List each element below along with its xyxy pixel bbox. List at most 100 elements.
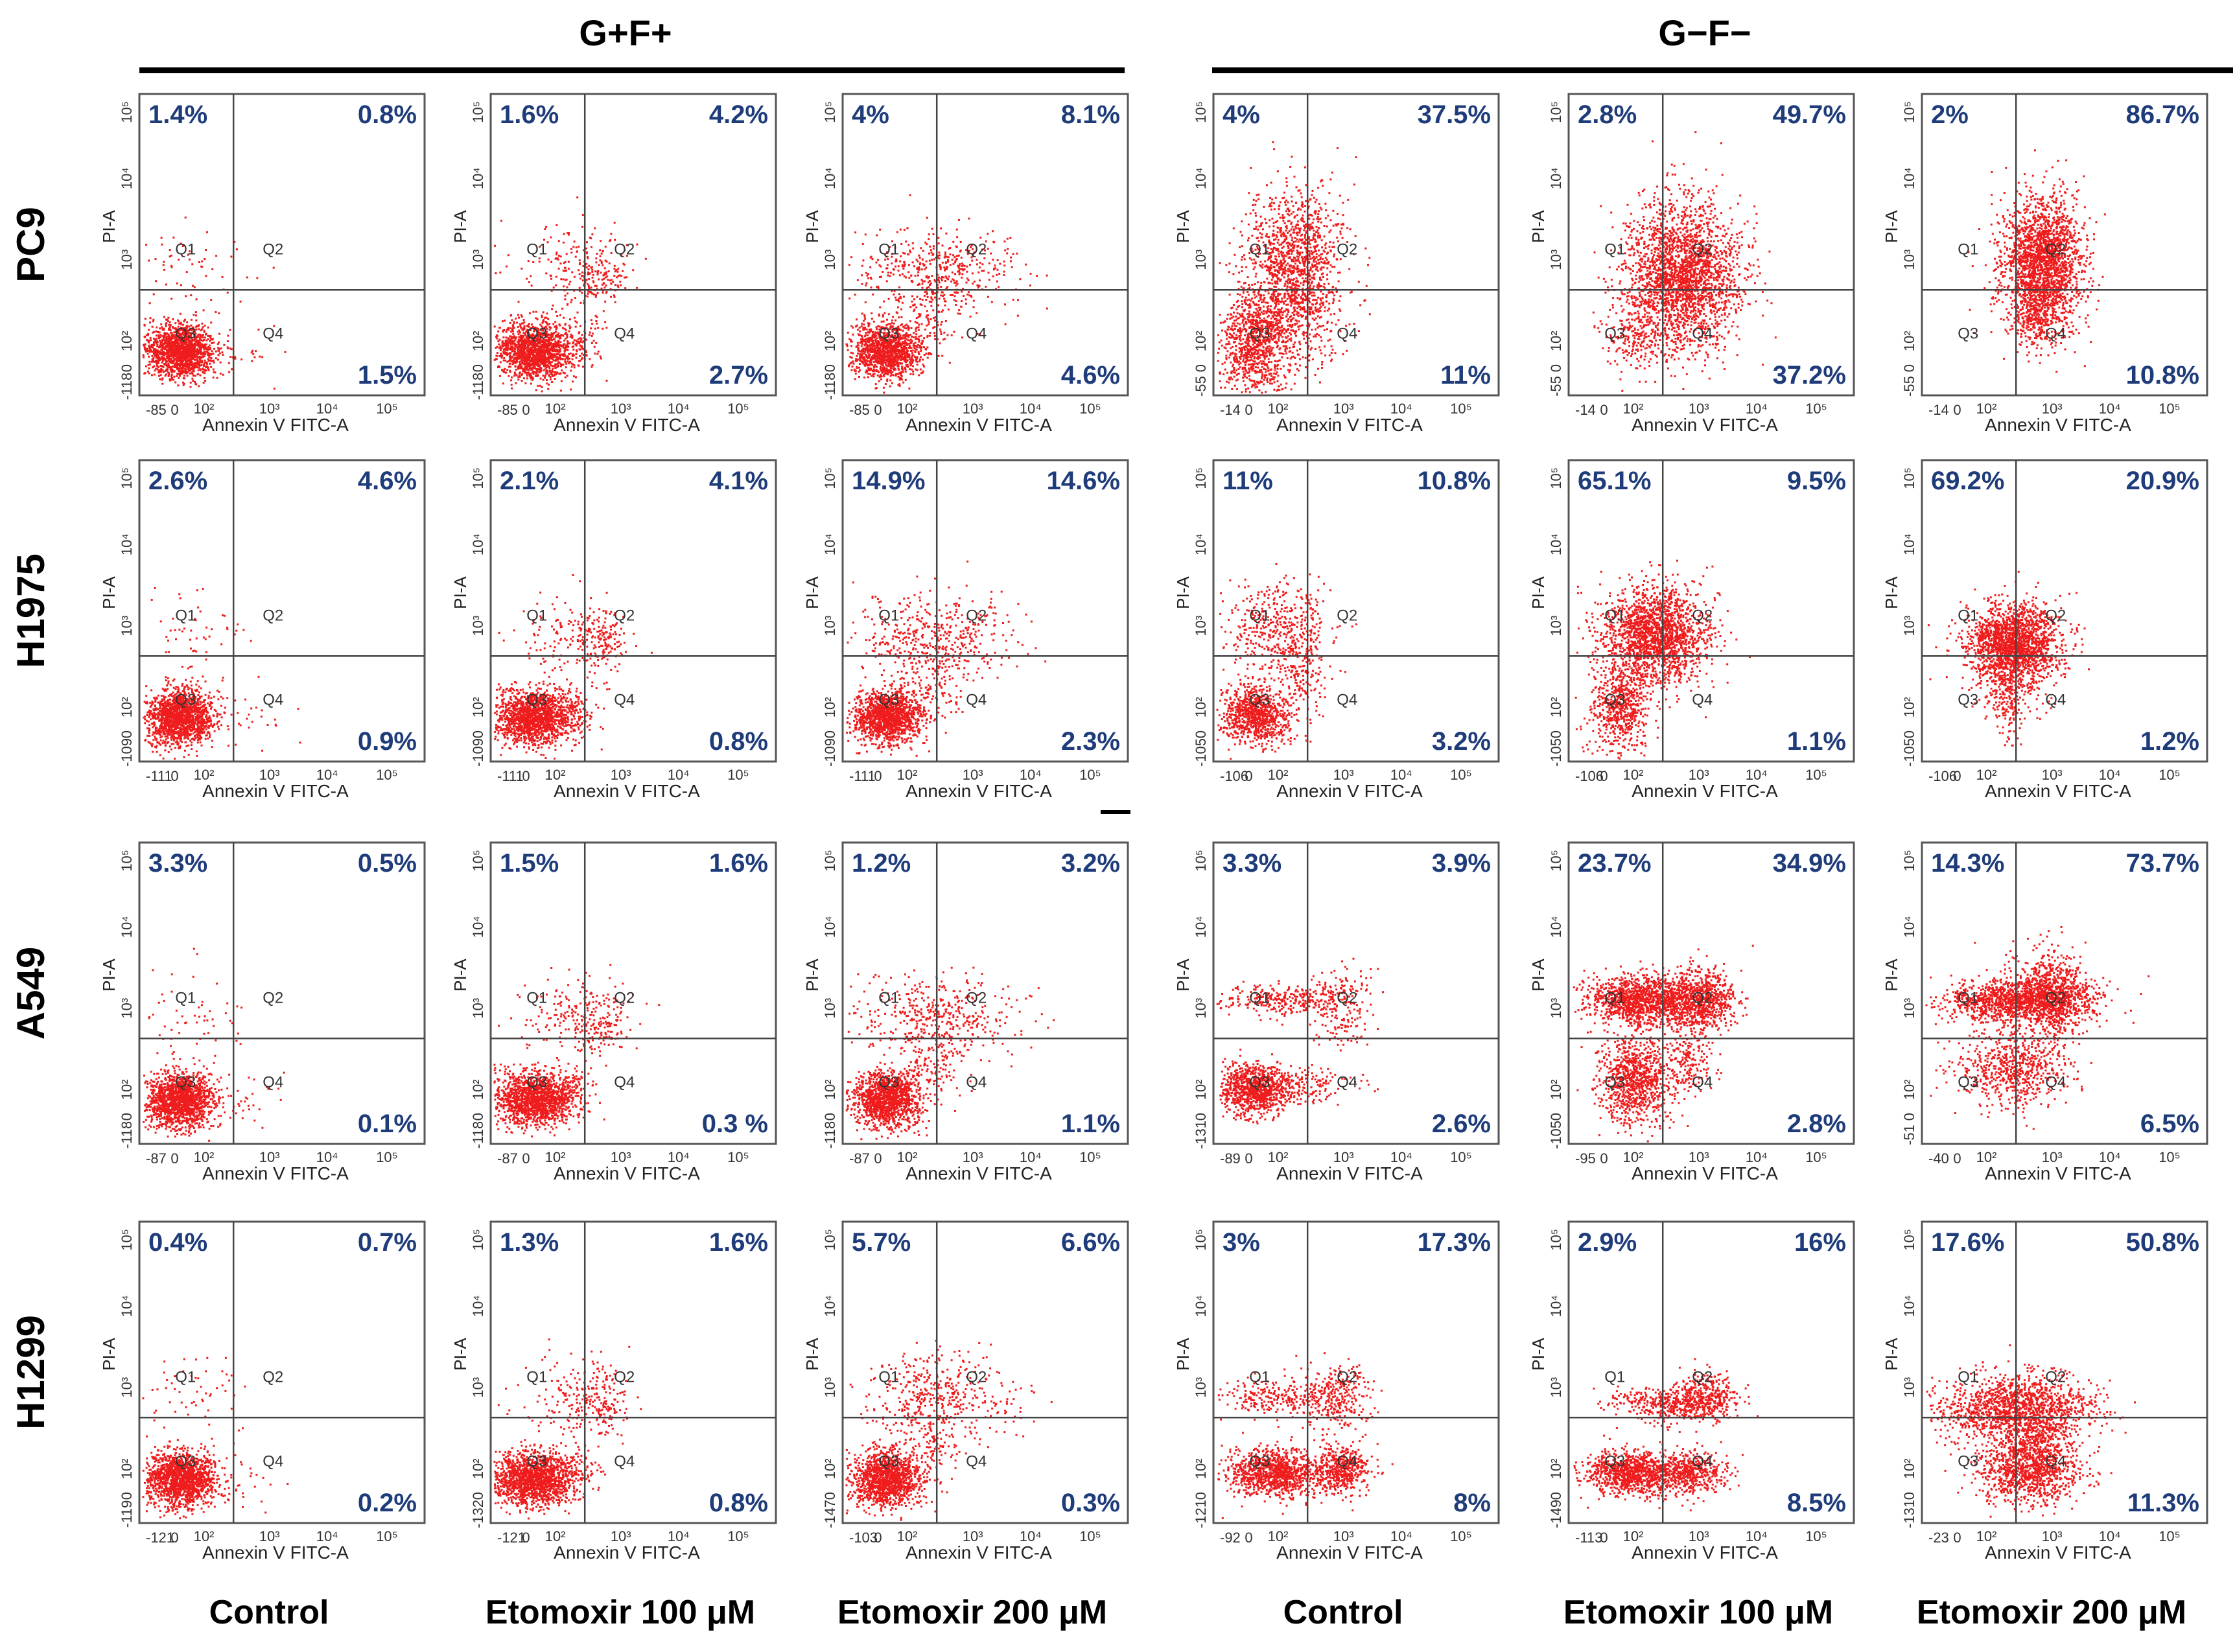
x-axis-tick: 10⁴ — [316, 401, 338, 417]
y-axis-tick: 10⁴ — [1548, 533, 1564, 555]
q2-percent: 1.6% — [709, 849, 768, 878]
y-axis-zero: 0 — [1901, 364, 1917, 372]
x-axis-min: -40 — [1928, 1150, 1949, 1167]
scatter-points — [845, 966, 1055, 1141]
x-axis-min: -106 — [1220, 768, 1248, 784]
quadrant-label: Q4 — [263, 1073, 283, 1091]
y-axis-zero: 0 — [470, 1113, 486, 1121]
y-axis-tick: 10³ — [1901, 616, 1917, 636]
plot-frame — [138, 841, 426, 1145]
x-axis-zero: 0 — [170, 768, 178, 784]
quadrant-label: Q1 — [878, 607, 899, 624]
y-axis-tick: 10² — [470, 697, 486, 717]
q1-percent: 4% — [1223, 100, 1260, 129]
quadrant-label: Q2 — [263, 989, 283, 1006]
quadrant-label: Q1 — [175, 240, 196, 258]
x-axis-zero: 0 — [170, 402, 178, 418]
y-axis-tick: 10³ — [1548, 998, 1564, 1019]
y-axis-tick: 10⁵ — [1548, 467, 1564, 489]
scatter-points — [1592, 131, 1777, 392]
y-axis-tick: 10⁴ — [119, 916, 135, 938]
q2-percent: 49.7% — [1773, 100, 1846, 129]
q1-percent: 11% — [1223, 467, 1273, 495]
scatter-dots — [1216, 563, 1357, 760]
plot-frame — [1567, 841, 1855, 1145]
x-axis-tick: 10³ — [611, 1149, 631, 1165]
quadrant-label: Q3 — [878, 325, 899, 342]
scatter-dots — [1217, 1352, 1394, 1519]
y-axis-min: -55 — [1901, 376, 1917, 397]
y-axis-zero: 0 — [470, 730, 486, 738]
quadrant-label: Q2 — [1337, 1368, 1357, 1386]
scatter-dots — [1217, 141, 1371, 394]
y-axis-tick: 10⁵ — [1193, 1229, 1209, 1251]
x-axis-tick: 10⁴ — [2099, 401, 2121, 417]
quadrant-label: Q2 — [1337, 989, 1357, 1006]
quadrant-label: Q2 — [1692, 607, 1713, 624]
q1-percent: 4% — [852, 100, 889, 129]
y-axis-tick: 10⁴ — [1901, 533, 1917, 555]
q4-percent: 0.3% — [1061, 1489, 1120, 1517]
y-axis-min: -147 — [822, 1500, 838, 1528]
y-axis-tick: 10² — [1193, 697, 1209, 717]
q1-percent: 2.8% — [1578, 100, 1637, 129]
scatter-points — [142, 216, 287, 390]
scatter-points — [846, 560, 1047, 757]
x-axis-tick: 10⁵ — [376, 401, 398, 417]
x-axis-tick: 10² — [1623, 767, 1644, 783]
x-axis-tick: 10² — [545, 767, 566, 783]
y-axis-min: -118 — [470, 1121, 486, 1148]
q4-percent: 0.9% — [358, 727, 417, 756]
plot-frame — [1212, 1220, 1500, 1524]
q4-percent: 3.2% — [1432, 727, 1491, 756]
y-axis-tick: 10⁵ — [1901, 467, 1917, 489]
scatter-points — [493, 1338, 642, 1520]
q2-percent: 17.3% — [1418, 1228, 1491, 1257]
quadrant-label: Q3 — [1958, 325, 1978, 342]
y-axis-min: -119 — [119, 1500, 135, 1528]
quadrant-label: Q3 — [1249, 1452, 1270, 1470]
x-axis-zero: 0 — [1953, 1150, 1961, 1167]
y-axis-tick: 10⁵ — [1901, 101, 1917, 123]
q2-percent: 3.9% — [1432, 849, 1491, 878]
column-label: Etomoxir 200 μM — [1917, 1594, 2186, 1631]
y-axis-tick: 10⁴ — [1193, 916, 1209, 938]
scatter-points — [143, 948, 285, 1142]
y-axis-tick: 10² — [119, 331, 135, 351]
x-axis-tick: 10² — [1268, 767, 1289, 783]
scatter-dots — [142, 216, 287, 390]
y-axis-min: -118 — [470, 373, 486, 400]
y-axis-tick: 10⁴ — [470, 167, 486, 189]
y-axis-tick: 10⁴ — [822, 916, 838, 938]
plot-frame — [841, 459, 1129, 763]
scatter-dots — [493, 1338, 642, 1520]
x-axis-zero: 0 — [1953, 402, 1961, 418]
x-axis-label: Annexin V FITC-A — [1276, 415, 1423, 435]
y-axis-zero: 0 — [1548, 1113, 1564, 1121]
quadrant-label: Q1 — [526, 240, 547, 258]
column-label: Control — [209, 1594, 329, 1631]
y-axis-tick: 10² — [119, 1458, 135, 1479]
x-axis-tick: 10² — [194, 1528, 215, 1544]
x-axis-zero: 0 — [1245, 1530, 1252, 1546]
x-axis-tick: 10⁵ — [1805, 401, 1827, 417]
x-axis-tick: 10³ — [963, 1149, 983, 1165]
x-axis-tick: 10³ — [2042, 401, 2063, 417]
x-axis-min: -106 — [1575, 768, 1604, 784]
scatter-points — [845, 1340, 1053, 1521]
x-axis-tick: 10² — [1623, 401, 1644, 417]
scatter-points — [1925, 926, 2150, 1130]
scatter-points — [1573, 944, 1754, 1143]
x-axis-tick: 10² — [1976, 401, 1997, 417]
y-axis-tick: 10² — [1548, 1458, 1564, 1479]
q1-percent: 1.3% — [500, 1228, 559, 1257]
scatter-points — [1574, 559, 1751, 760]
